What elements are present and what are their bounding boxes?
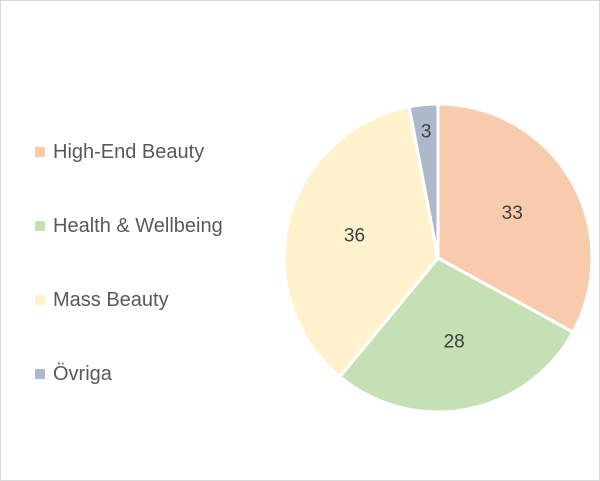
legend-label-ovriga: Övriga xyxy=(53,362,112,385)
legend-swatch-ovriga xyxy=(35,369,45,379)
data-label-mass-beauty: 36 xyxy=(344,226,365,247)
legend-item-ovriga: Övriga xyxy=(35,359,275,389)
pie-slice-ovriga xyxy=(407,102,440,259)
legend-swatch-health-wellbeing xyxy=(35,221,45,231)
pie-data-labels: 33 28 36 3 xyxy=(344,121,523,352)
legend-label-health-wellbeing: Health & Wellbeing xyxy=(53,214,223,237)
data-label-high-end-beauty: 33 xyxy=(502,203,523,224)
legend-item-mass-beauty: Mass Beauty xyxy=(35,285,275,315)
legend: High-End Beauty Health & Wellbeing Mass … xyxy=(35,137,275,433)
legend-label-high-end-beauty: High-End Beauty xyxy=(53,140,205,163)
pie-slice-mass-beauty xyxy=(282,104,440,379)
data-label-ovriga: 3 xyxy=(421,121,432,142)
legend-label-mass-beauty: Mass Beauty xyxy=(53,288,169,311)
pie-slice-high-end-beauty xyxy=(436,102,594,335)
data-label-health-wellbeing: 28 xyxy=(444,332,465,353)
legend-swatch-mass-beauty xyxy=(35,295,45,305)
legend-swatch-high-end-beauty xyxy=(35,147,45,157)
pie-slice-health-wellbeing xyxy=(337,256,575,414)
legend-item-health-wellbeing: Health & Wellbeing xyxy=(35,211,275,241)
legend-item-high-end-beauty: High-End Beauty xyxy=(35,137,275,167)
pie-slices xyxy=(282,102,594,414)
